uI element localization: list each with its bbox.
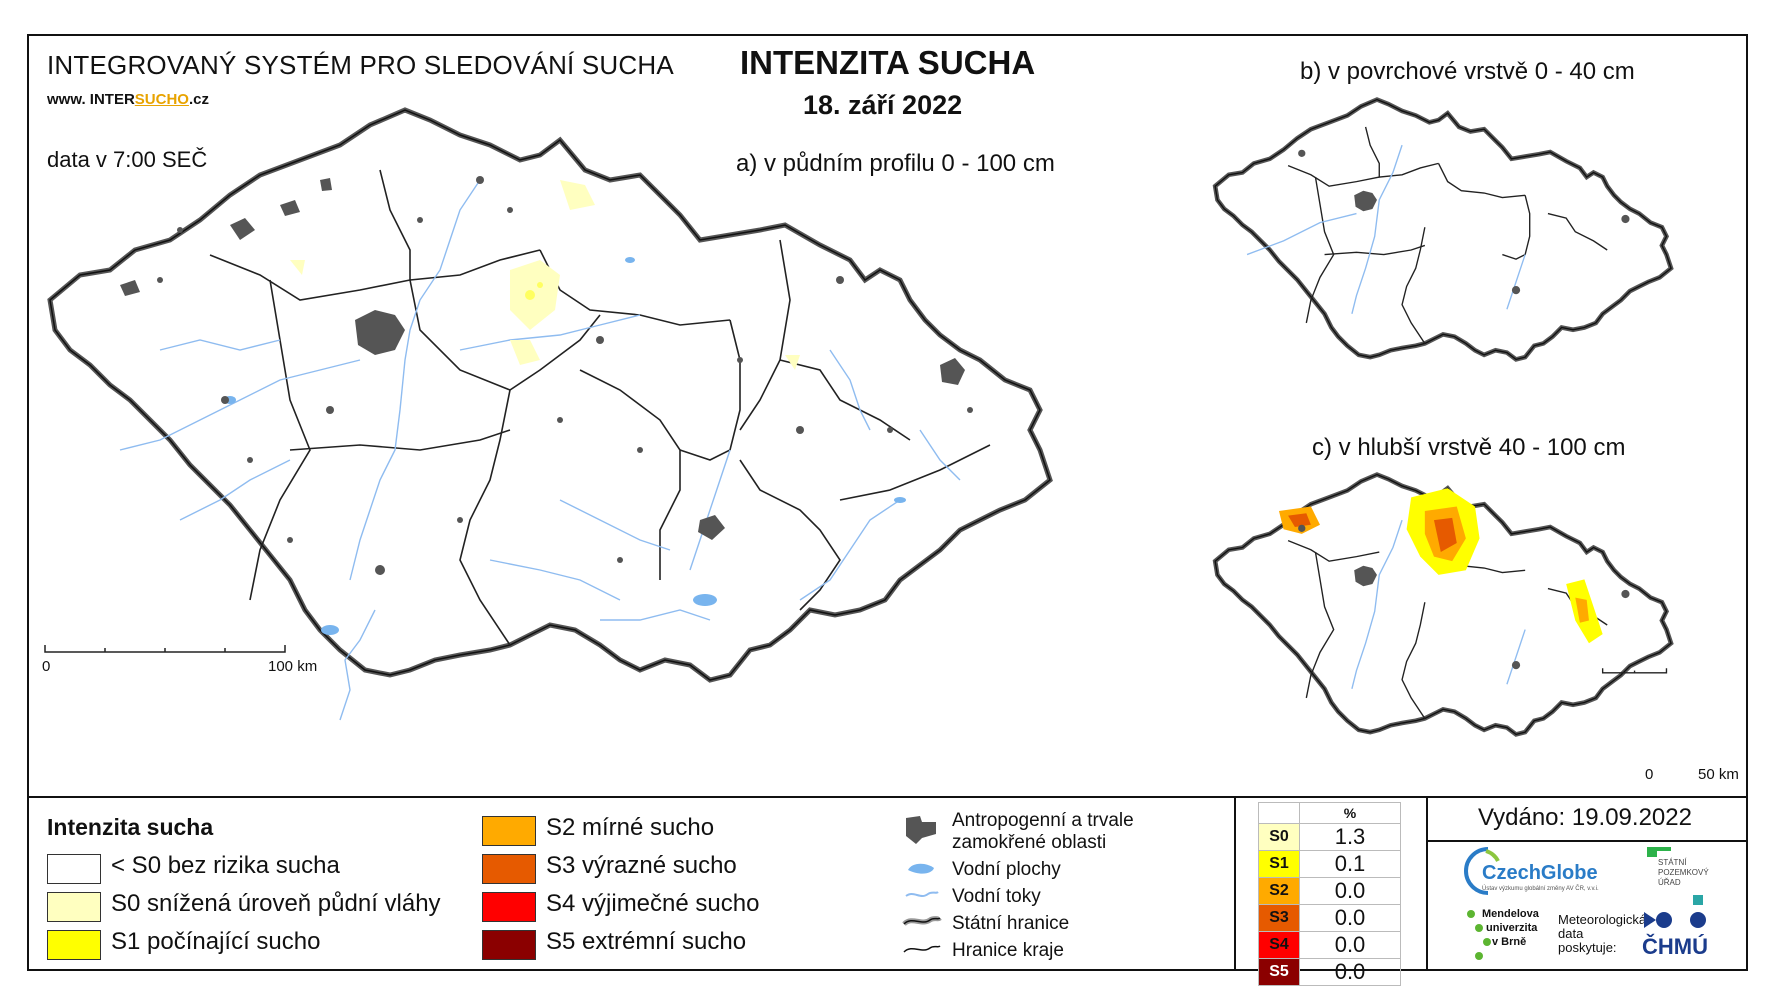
url-highlight: SUCHO bbox=[134, 91, 189, 108]
legend-swatch-4 bbox=[482, 854, 536, 884]
legend-class-label: S5 extrémní sucho bbox=[546, 928, 747, 955]
mendel-line3: v Brně bbox=[1492, 936, 1527, 948]
stats-header-code bbox=[1258, 802, 1300, 824]
system-title: INTEGROVANÝ SYSTÉM PRO SLEDOVÁNÍ SUCHA bbox=[47, 50, 674, 80]
issued-date: Vydáno: 19.09.2022 bbox=[1478, 804, 1692, 831]
urban-area-icon bbox=[906, 816, 936, 844]
legend-swatch-2 bbox=[47, 930, 101, 960]
url-suffix: .cz bbox=[188, 91, 209, 108]
map-b-label: b) v povrchové vrstvě 0 - 40 cm bbox=[1300, 58, 1635, 85]
mendel-line1: Mendelova bbox=[1482, 908, 1539, 920]
legend-urban-label2: zamokřené oblasti bbox=[952, 832, 1107, 853]
main-title: INTENZITA SUCHA bbox=[740, 44, 1036, 81]
stats-row: S0 1.3 bbox=[1258, 823, 1401, 851]
data-time-note: data v 7:00 SEČ bbox=[47, 147, 208, 172]
rivers bbox=[119, 179, 961, 721]
mendel-logo bbox=[1467, 910, 1491, 960]
legend-other-icons bbox=[902, 816, 942, 953]
river-icon bbox=[905, 891, 939, 897]
czechglobe-name: CzechGlobe bbox=[1482, 862, 1598, 884]
legend-divider bbox=[27, 796, 1748, 798]
stats-code: S2 bbox=[1258, 877, 1300, 905]
stats-value: 0.0 bbox=[1299, 904, 1401, 932]
met-data-line3: poskytuje: bbox=[1558, 940, 1617, 955]
legend-title: Intenzita sucha bbox=[47, 814, 214, 840]
scale-small-end: 50 km bbox=[1698, 766, 1739, 783]
legend-swatch-6 bbox=[482, 930, 536, 960]
deep-layer-map bbox=[1205, 470, 1745, 780]
met-data-line2: data bbox=[1558, 926, 1584, 941]
legend-vertical-divider-2 bbox=[1426, 797, 1428, 971]
legend-class-label: S3 výrazné sucho bbox=[546, 852, 737, 879]
stats-value: 0.0 bbox=[1299, 877, 1401, 905]
stats-row: S3 0.0 bbox=[1258, 904, 1401, 932]
stats-code: S1 bbox=[1258, 850, 1300, 878]
stats-row: S2 0.0 bbox=[1258, 877, 1401, 905]
met-data-line1: Meteorologická bbox=[1558, 912, 1647, 927]
map-c-label: c) v hlubší vrstvě 40 - 100 cm bbox=[1312, 434, 1626, 461]
scale-main-start: 0 bbox=[42, 658, 51, 675]
main-drought-map bbox=[44, 100, 1200, 721]
stats-code: S4 bbox=[1258, 931, 1300, 959]
scale-small-start: 0 bbox=[1645, 766, 1654, 783]
legend-swatch-3 bbox=[482, 816, 536, 846]
spu-line1: STÁTNÍ bbox=[1658, 858, 1687, 867]
legend-urban-label: Antropogenní a trvale bbox=[952, 810, 1134, 831]
stats-row: S4 0.0 bbox=[1258, 931, 1401, 959]
legend-horizontal-divider bbox=[1427, 840, 1748, 842]
stats-value: 1.3 bbox=[1299, 823, 1401, 851]
s1-areas bbox=[525, 282, 543, 300]
website-url[interactable]: www. INTERSUCHO.cz bbox=[47, 91, 209, 108]
legend-river-label: Vodní toky bbox=[952, 886, 1041, 907]
scale-bar-small bbox=[1601, 668, 1668, 674]
url-prefix: www. INTER bbox=[47, 91, 135, 108]
stats-code: S5 bbox=[1258, 958, 1300, 986]
stats-row: S5 0.0 bbox=[1258, 958, 1401, 986]
legend-swatch-5 bbox=[482, 892, 536, 922]
legend-vertical-divider-1 bbox=[1234, 797, 1236, 971]
surface-layer-map bbox=[1205, 95, 1745, 405]
deep-drought-areas bbox=[1278, 488, 1603, 644]
legend-class-label: S2 mírné sucho bbox=[546, 814, 715, 841]
scale-bar-main bbox=[44, 645, 286, 653]
mendel-line2: univerzita bbox=[1486, 922, 1538, 934]
legend-class-label: S0 snížená úroveň půdní vláhy bbox=[111, 890, 441, 917]
chmu-logo-mark bbox=[1644, 912, 1706, 928]
state-border bbox=[50, 110, 1050, 680]
czechglobe-logo bbox=[1464, 847, 1500, 895]
stats-value: 0.0 bbox=[1299, 931, 1401, 959]
legend-region-border-label: Hranice kraje bbox=[952, 940, 1064, 961]
stats-code: S3 bbox=[1258, 904, 1300, 932]
stats-code: S0 bbox=[1258, 823, 1300, 851]
legend-class-label: S1 počínající sucho bbox=[111, 928, 321, 955]
stats-header-row: % bbox=[1258, 802, 1401, 824]
legend-swatch-0 bbox=[47, 854, 101, 884]
chmu-name: ČHMÚ bbox=[1642, 934, 1708, 959]
legend-class-label: < S0 bez rizika sucha bbox=[111, 852, 340, 879]
region-border-icon bbox=[903, 945, 941, 953]
drought-stats-table: % S0 1.3 S1 0.1 S2 0.0 S3 0.0 S4 0.0 S5 0.0 bbox=[1258, 802, 1401, 986]
spu-logo bbox=[1647, 847, 1703, 905]
stats-row: S1 0.1 bbox=[1258, 850, 1401, 878]
spu-line3: ÚŘAD bbox=[1658, 878, 1681, 887]
scale-main-end: 100 km bbox=[268, 658, 318, 675]
map-frame bbox=[27, 34, 1748, 971]
stats-header-percent: % bbox=[1299, 802, 1401, 824]
czechglobe-subtitle: Ústav výzkumu globální změny AV ČR, v.v.… bbox=[1482, 886, 1599, 892]
legend-swatch-1 bbox=[47, 892, 101, 922]
stats-value: 0.1 bbox=[1299, 850, 1401, 878]
water-body-icon bbox=[908, 863, 934, 874]
urban-areas bbox=[120, 176, 973, 575]
legend-class-label: S4 výjimečné sucho bbox=[546, 890, 760, 917]
legend-water-label: Vodní plochy bbox=[952, 859, 1061, 880]
stats-value: 0.0 bbox=[1299, 958, 1401, 986]
map-a-label: a) v půdním profilu 0 - 100 cm bbox=[736, 150, 1055, 177]
legend-state-border-label: Státní hranice bbox=[952, 913, 1070, 934]
map-date: 18. září 2022 bbox=[803, 90, 963, 120]
spu-line2: POZEMKOVÝ bbox=[1658, 868, 1709, 877]
